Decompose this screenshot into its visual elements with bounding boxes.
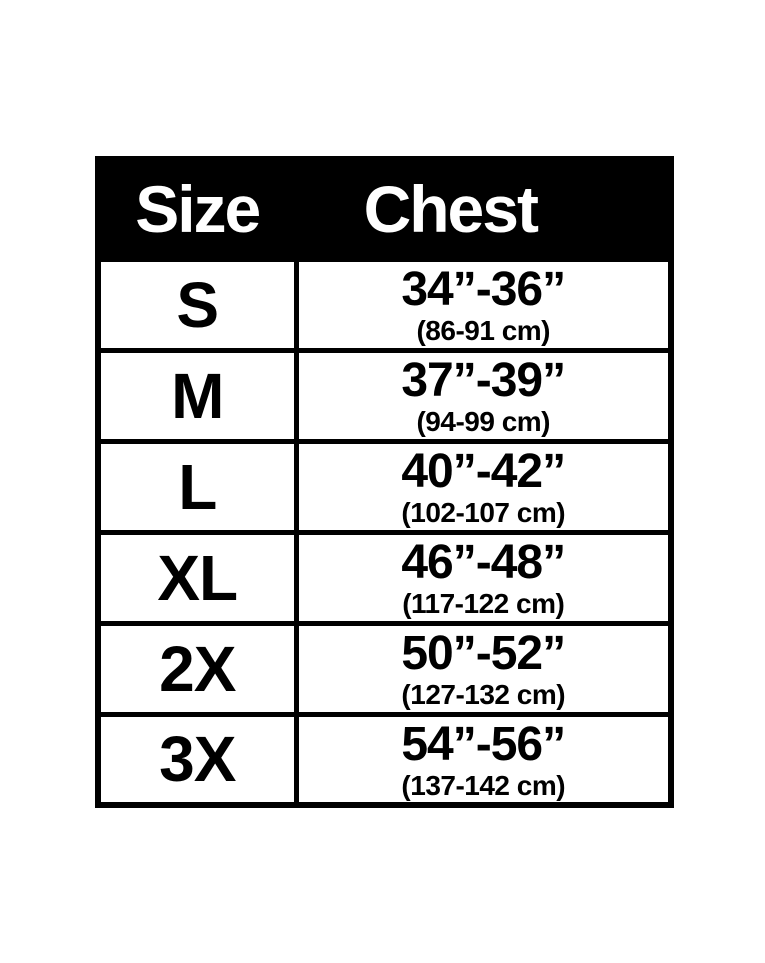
- chest-inches-value: 46”-48”: [401, 535, 566, 589]
- size-label: 2X: [159, 632, 236, 705]
- size-cell: S: [95, 256, 299, 353]
- size-column-header-label: Size: [135, 172, 261, 247]
- chest-cm-value: (117-122 cm): [402, 587, 565, 619]
- size-chart: Size Chest S 34”-36” (86-91 cm) M 37”-39…: [95, 156, 674, 808]
- chest-cm-value: (94-99 cm): [416, 405, 550, 437]
- chest-cm-value: (102-107 cm): [401, 496, 566, 528]
- size-label: XL: [157, 541, 238, 614]
- chest-column-header: Chest: [293, 156, 674, 262]
- size-chart-table: Size Chest S 34”-36” (86-91 cm) M 37”-39…: [95, 156, 674, 808]
- table-row: L 40”-42” (102-107 cm): [95, 438, 674, 535]
- chest-cell: 37”-39” (94-99 cm): [293, 347, 674, 444]
- table-row: 2X 50”-52” (127-132 cm): [95, 620, 674, 717]
- header-row: Size Chest: [95, 156, 674, 262]
- chest-column-header-label: Chest: [363, 172, 539, 247]
- size-label: S: [176, 268, 219, 341]
- table-row: 3X 54”-56” (137-142 cm): [95, 711, 674, 808]
- table-row: M 37”-39” (94-99 cm): [95, 347, 674, 444]
- size-label: 3X: [159, 723, 236, 796]
- size-label: L: [178, 450, 217, 523]
- chest-inches-value: 54”-56”: [401, 717, 566, 771]
- chest-inches-value: 50”-52”: [401, 626, 566, 680]
- size-cell: 2X: [95, 620, 299, 717]
- chest-cm-value: (127-132 cm): [401, 678, 566, 710]
- table-row: XL 46”-48” (117-122 cm): [95, 529, 674, 626]
- chest-cell: 50”-52” (127-132 cm): [293, 620, 674, 717]
- chest-inches-value: 40”-42”: [401, 444, 566, 498]
- chest-cell: 46”-48” (117-122 cm): [293, 529, 674, 626]
- chest-inches-value: 37”-39”: [401, 353, 566, 407]
- chest-cell: 54”-56” (137-142 cm): [293, 711, 674, 808]
- chest-cell: 34”-36” (86-91 cm): [293, 256, 674, 353]
- size-cell: XL: [95, 529, 299, 626]
- size-cell: M: [95, 347, 299, 444]
- chest-cm-value: (137-142 cm): [401, 769, 566, 801]
- size-cell: 3X: [95, 711, 299, 808]
- size-column-header: Size: [95, 156, 299, 262]
- size-cell: L: [95, 438, 299, 535]
- table-row: S 34”-36” (86-91 cm): [95, 256, 674, 353]
- chest-inches-value: 34”-36”: [401, 262, 566, 316]
- size-label: M: [171, 359, 224, 432]
- chest-cell: 40”-42” (102-107 cm): [293, 438, 674, 535]
- chest-cm-value: (86-91 cm): [416, 314, 550, 346]
